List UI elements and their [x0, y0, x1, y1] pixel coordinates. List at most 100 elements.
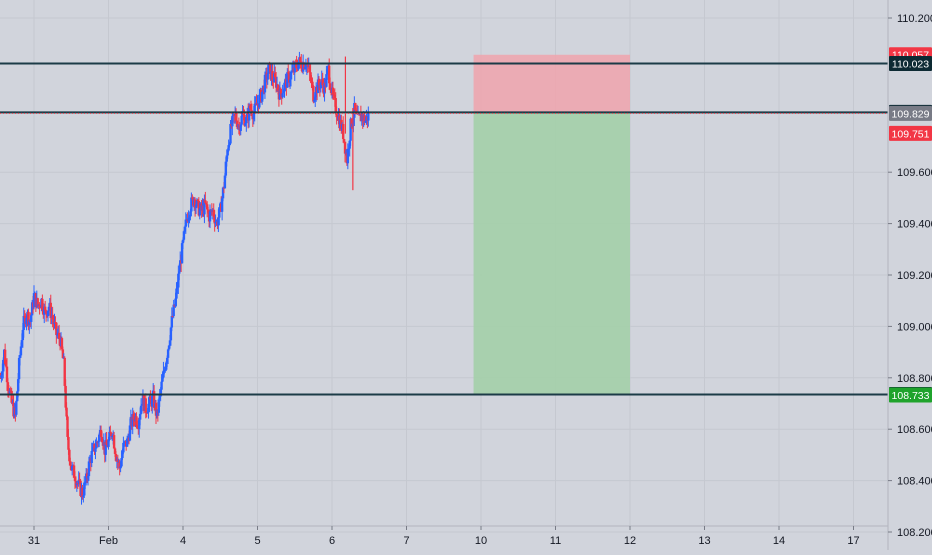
- candle-body: [138, 419, 141, 430]
- candle-body: [120, 458, 123, 467]
- candle-body: [17, 357, 21, 380]
- price-tick-label: 109.200: [897, 270, 932, 282]
- candle-body: [177, 273, 180, 288]
- candle-body: [132, 413, 135, 420]
- candle-body: [287, 72, 290, 74]
- candle-body: [41, 298, 44, 310]
- candle-body: [271, 71, 274, 80]
- take-profit-zone[interactable]: [473, 112, 630, 396]
- candle-body: [302, 63, 306, 70]
- candle-body: [303, 67, 307, 70]
- candle-body: [176, 287, 179, 289]
- candle-body: [114, 453, 118, 461]
- candle-body: [144, 398, 147, 413]
- candle-body: [290, 70, 294, 73]
- candle-body: [240, 115, 243, 125]
- candle-body: [220, 198, 224, 212]
- candle-body: [47, 306, 51, 311]
- time-tick-label: 17: [847, 535, 859, 547]
- price-tag-label: 109.751: [892, 128, 930, 140]
- candle-body: [165, 362, 168, 370]
- candle-body: [218, 207, 221, 218]
- candle-body: [223, 175, 227, 189]
- candle-body: [321, 79, 324, 86]
- candle-body: [312, 85, 315, 102]
- candle-body: [162, 370, 165, 378]
- candle-body: [353, 102, 356, 118]
- candle-body: [171, 316, 174, 318]
- candle-body: [367, 112, 370, 121]
- candle-body: [283, 82, 286, 91]
- time-tick-label: 6: [329, 535, 335, 547]
- candle-body: [317, 79, 321, 86]
- candle-body: [27, 311, 30, 326]
- candle-body: [94, 448, 97, 452]
- candle-body: [125, 438, 129, 447]
- candle-body: [363, 115, 366, 123]
- candle-body: [168, 340, 172, 346]
- candle-body: [231, 115, 234, 127]
- price-tag-110.023: [889, 55, 932, 71]
- candle-body: [99, 429, 103, 437]
- candle-body: [328, 65, 331, 84]
- candle-body: [252, 113, 255, 120]
- time-axis[interactable]: 31 Feb 4 5 6 7 10 11 12 13 14 17: [0, 525, 888, 547]
- price-axis[interactable]: 110.200 109.600 109.400 109.200 109.000 108.8…: [887, 0, 932, 550]
- candle-body: [97, 434, 101, 442]
- price-tag-108.733: [889, 387, 932, 403]
- candle-body: [166, 349, 170, 358]
- candle-body: [234, 112, 238, 121]
- candle-body: [90, 450, 93, 464]
- price-tag-label: 109.829: [892, 108, 930, 120]
- candle-body: [354, 102, 357, 111]
- candle-body: [174, 298, 177, 307]
- candle-body: [193, 199, 197, 209]
- candle-body: [334, 98, 337, 113]
- candle-body: [229, 123, 232, 144]
- candle-body: [158, 393, 161, 400]
- candle-body: [64, 385, 67, 408]
- candle-body: [160, 381, 163, 390]
- candle-body: [122, 442, 125, 453]
- candle-body: [267, 64, 270, 74]
- candle-body: [244, 123, 247, 126]
- time-tick-label: 12: [624, 535, 636, 547]
- candle-body: [104, 440, 107, 455]
- candle-body: [73, 477, 77, 482]
- price-tags: 110.057110.023109.833109.829109.751108.7…: [889, 47, 932, 403]
- candle-body: [308, 66, 311, 73]
- candle-body: [245, 117, 248, 124]
- candle-body: [249, 108, 253, 111]
- candle-body: [242, 113, 245, 115]
- candle-body: [253, 103, 256, 114]
- candle-body: [67, 436, 70, 450]
- candle-body: [348, 140, 351, 149]
- candle-body: [341, 124, 345, 139]
- candle-body: [221, 187, 225, 199]
- candle-body: [260, 91, 264, 102]
- candle-body: [184, 219, 187, 227]
- candle-body: [66, 416, 69, 437]
- candle-body: [263, 74, 267, 93]
- candle-body: [295, 63, 298, 68]
- candle-body: [159, 389, 162, 394]
- candle-body: [316, 79, 320, 94]
- candle-body: [172, 304, 175, 317]
- candle-body: [212, 209, 215, 218]
- position-zones[interactable]: [473, 54, 630, 396]
- horizontal-levels[interactable]: [0, 62, 888, 396]
- candle-body: [187, 217, 190, 222]
- candle-body: [239, 124, 242, 131]
- price-tick-label: 108.600: [897, 424, 932, 436]
- candle-body: [346, 148, 350, 164]
- candle-body: [72, 465, 76, 478]
- candle-body: [147, 403, 150, 413]
- candle-body: [30, 315, 33, 322]
- price-tag-label: 108.733: [892, 390, 930, 402]
- candle-body: [178, 271, 181, 274]
- candle-body: [54, 321, 57, 323]
- candle-body: [248, 106, 252, 109]
- candle-body: [145, 412, 148, 414]
